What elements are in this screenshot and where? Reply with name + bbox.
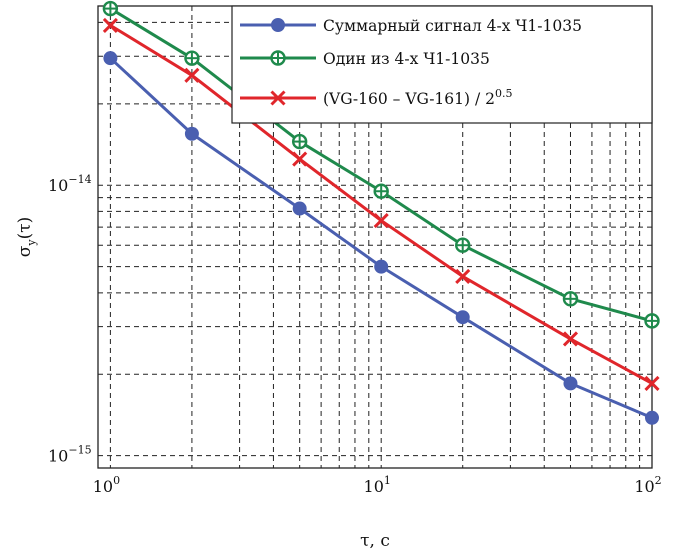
y-axis-label-sub: y	[25, 239, 38, 247]
marker-dot	[455, 310, 470, 325]
x-tick-label: 100	[93, 474, 120, 496]
series-vg160-vg161-point	[292, 151, 308, 167]
marker-x-b	[373, 213, 389, 229]
marker-x-b	[292, 151, 308, 167]
series-sum-4x-ch1-1035	[103, 51, 659, 425]
series-sum-4x-ch1-1035-point	[455, 310, 470, 325]
y-tick-exp: −14	[68, 173, 91, 186]
series-vg160-vg161-point	[562, 331, 579, 347]
series-layer	[102, 0, 660, 425]
x-tick-base: 10	[364, 477, 384, 496]
legend-marker-series-sum-4x-ch1-1035	[271, 18, 285, 32]
marker-dot	[645, 410, 659, 425]
x-tick-exp: 1	[384, 474, 391, 487]
series-single-ch1-1035-point	[644, 313, 660, 329]
legend: Суммарный сигнал 4-х Ч1-1035 Один из 4-х…	[231, 5, 653, 124]
marker-x-b	[562, 331, 579, 347]
x-tick-label: 102	[634, 474, 661, 496]
series-sum-4x-ch1-1035-point	[184, 126, 199, 141]
y-axis-label: σy(τ)	[15, 217, 38, 258]
y-tick-base: 10	[48, 176, 68, 195]
series-single-ch1-1035	[102, 0, 660, 329]
series-single-ch1-1035-point	[291, 133, 308, 150]
series-sum-4x-ch1-1035-point	[292, 201, 307, 216]
x-axis-label: τ, с	[360, 531, 390, 551]
series-single-ch1-1035-point	[455, 237, 471, 253]
legend-markers	[240, 18, 316, 106]
marker-x-b	[102, 17, 118, 33]
y-tick-label: 10−14	[48, 173, 92, 195]
marker-x-b	[184, 67, 200, 83]
x-tick-label: 101	[364, 474, 391, 496]
series-sum-4x-ch1-1035-point	[563, 376, 578, 391]
series-sum-4x-ch1-1035-point	[645, 410, 659, 425]
marker-x-b	[455, 268, 471, 284]
marker-dot	[563, 376, 578, 391]
legend-label-single: Один из 4-х Ч1-1035	[323, 50, 490, 68]
marker-dot	[271, 18, 285, 32]
legend-marker-series-single-ch1-1035	[270, 50, 286, 66]
y-tick-exp: −15	[68, 444, 91, 457]
marker-dot	[292, 201, 307, 216]
marker-dot	[374, 259, 389, 274]
marker-dot	[184, 126, 199, 141]
y-tick-label: 10−15	[48, 444, 92, 466]
series-vg160-vg161-point	[644, 375, 660, 391]
series-vg160-vg161	[102, 17, 660, 391]
y-tick-base: 10	[48, 447, 68, 466]
legend-label-vg-main: (VG-160 – VG-161) / 2	[323, 90, 495, 108]
x-tick-exp: 2	[655, 474, 662, 487]
series-vg160-vg161-point	[373, 213, 389, 229]
legend-label-vg: (VG-160 – VG-161) / 20.5	[323, 87, 513, 108]
x-tick-exp: 0	[113, 474, 120, 487]
series-single-ch1-1035-point	[102, 0, 119, 17]
legend-label-sum: Суммарный сигнал 4-х Ч1-1035	[323, 17, 582, 35]
series-vg160-vg161-point	[455, 268, 471, 284]
legend-label-vg-sup: 0.5	[495, 87, 513, 100]
y-axis-label-main: σ	[15, 245, 35, 257]
series-single-ch1-1035-point	[562, 291, 579, 307]
series-vg160-vg161-point	[102, 17, 118, 33]
legend-marker-series-vg160-vg161	[270, 90, 286, 106]
series-sum-4x-ch1-1035-point	[374, 259, 389, 274]
x-tick-base: 10	[634, 477, 654, 496]
marker-x-b	[644, 375, 660, 391]
series-single-ch1-1035-point	[184, 50, 200, 66]
marker-x-b	[270, 90, 286, 106]
y-axis-label-arg: (τ)	[15, 217, 35, 240]
x-tick-base: 10	[93, 477, 113, 496]
series-sum-4x-ch1-1035-point	[103, 51, 118, 66]
series-single-ch1-1035-point	[373, 183, 389, 199]
series-vg160-vg161-point	[184, 67, 200, 83]
marker-dot	[103, 51, 118, 66]
